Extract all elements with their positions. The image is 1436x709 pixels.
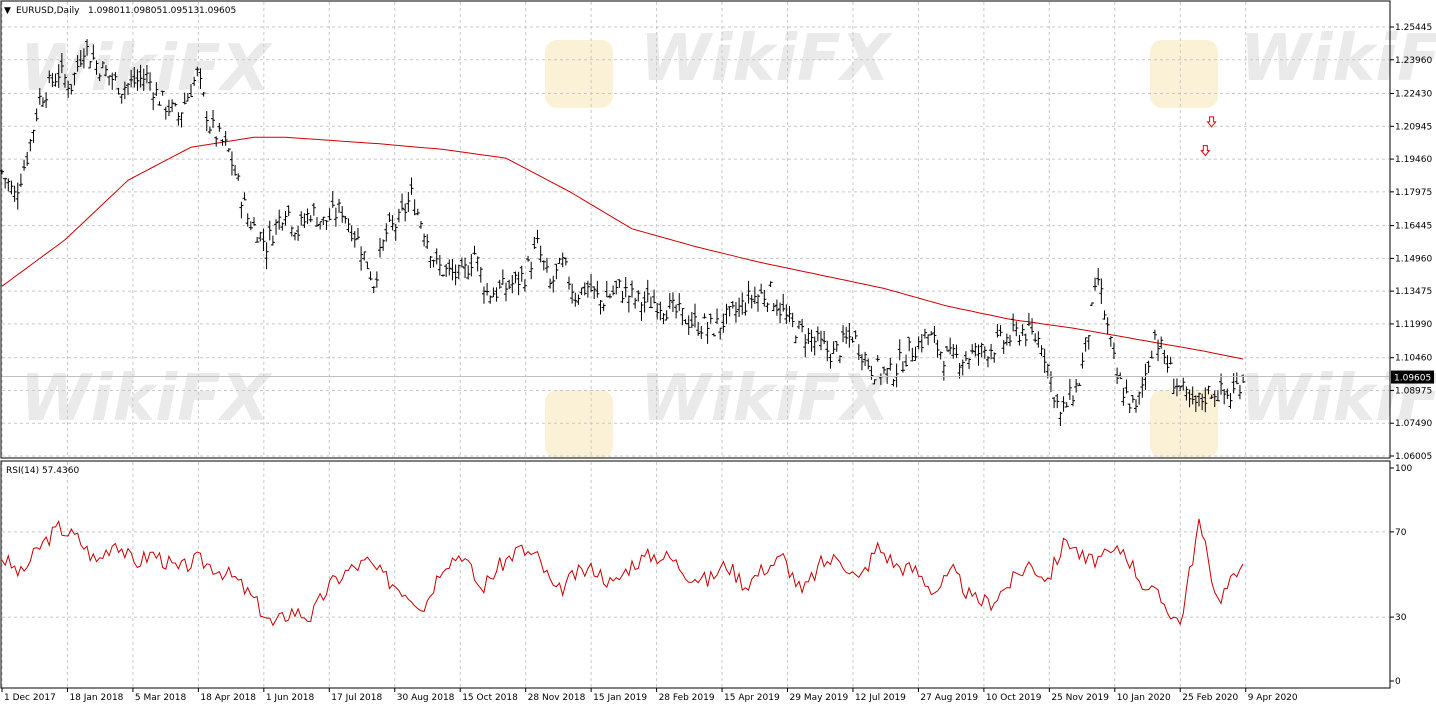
price-tick-label: 1.17975 [1395, 188, 1432, 198]
rsi-title: RSI(14) 57.4360 [6, 466, 79, 476]
price-tick-label: 1.07490 [1395, 419, 1432, 429]
price-bars [0, 39, 1246, 427]
time-tick-label: 10 Oct 2019 [986, 693, 1042, 703]
time-tick-label: 12 Jul 2019 [855, 693, 906, 703]
rsi-tick-label: 0 [1395, 677, 1401, 687]
time-tick-label: 1 Jun 2018 [266, 693, 315, 703]
time-tick-label: 10 Jan 2020 [1117, 693, 1171, 703]
time-tick-label: 18 Apr 2018 [200, 693, 256, 703]
price-axis-labels: 1.25445 1.23960 1.22430 1.20945 1.19460 1.179… [1390, 23, 1432, 462]
down-arrow-icon [1200, 145, 1211, 157]
price-tick-label: 1.19460 [1395, 155, 1432, 165]
price-tick-label: 1.20945 [1395, 122, 1432, 132]
time-tick-label: 28 Nov 2018 [528, 693, 586, 703]
rsi-line [1, 518, 1244, 627]
time-tick-label: 30 Aug 2018 [397, 693, 455, 703]
price-tick-label: 1.08975 [1395, 386, 1432, 396]
time-tick-label: 1 Dec 2017 [4, 693, 56, 703]
watermark-logo [545, 390, 613, 458]
time-tick-label: 25 Feb 2020 [1182, 693, 1238, 703]
signal-arrows [1200, 116, 1217, 157]
time-tick-label: 29 May 2019 [790, 693, 849, 703]
price-tick-label: 1.25445 [1395, 23, 1432, 33]
watermark-logo [1150, 40, 1218, 108]
moving-average-line [1, 136, 1244, 360]
price-panel-frame [0, 0, 1391, 459]
price-tick-label: 1.11990 [1395, 320, 1432, 330]
current-price-label: 1.09605 [1394, 374, 1431, 384]
watermark-layer: WikiFXWikiFXWikiFXWikiFXWikiFXWikiFX [20, 22, 1436, 458]
rsi-axis-labels: 100 70 30 0 [1390, 464, 1412, 687]
rsi-grid [1, 462, 1389, 687]
time-tick-label: 18 Jan 2018 [69, 693, 123, 703]
rsi-tick-label: 70 [1395, 528, 1407, 538]
time-tick-label: 27 Aug 2019 [920, 693, 978, 703]
time-tick-label: 28 Feb 2019 [659, 693, 715, 703]
price-tick-label: 1.23960 [1395, 56, 1432, 66]
price-tick-label: 1.22430 [1395, 90, 1432, 100]
price-grid [1, 2, 1389, 457]
watermark-text: WikiFX [1240, 22, 1436, 96]
time-tick-label: 25 Nov 2019 [1051, 693, 1109, 703]
watermark-logo [545, 40, 613, 108]
symbol-title: EURUSD,Daily [16, 6, 80, 16]
rsi-tick-label: 100 [1395, 464, 1412, 474]
watermark-logo [1150, 390, 1218, 458]
watermark-text: WikiFX [640, 22, 893, 96]
rsi-panel-frame [0, 460, 1391, 689]
time-tick-label: 15 Jan 2019 [593, 693, 647, 703]
price-tick-label: 1.16445 [1395, 222, 1432, 232]
price-tick-label: 1.06005 [1395, 452, 1432, 462]
rsi-tick-label: 30 [1395, 613, 1407, 623]
time-tick-label: 15 Apr 2019 [724, 693, 780, 703]
time-tick-label: 5 Mar 2018 [135, 693, 187, 703]
ohlc-close: 1.09605 [199, 6, 236, 16]
price-header-triangle: ▼ [4, 6, 11, 16]
price-tick-label: 1.10460 [1395, 354, 1432, 364]
watermark-text: WikiFX [20, 32, 273, 106]
time-tick-label: 17 Jul 2018 [331, 693, 382, 703]
down-arrow-icon [1206, 116, 1217, 128]
price-tick-label: 1.14960 [1395, 254, 1432, 264]
time-tick-label: 15 Oct 2018 [462, 693, 518, 703]
time-tick-label: 9 Apr 2020 [1248, 693, 1298, 703]
ohlc-low: 1.09513 [162, 6, 199, 16]
time-axis-labels: 1 Dec 2017 18 Jan 2018 5 Mar 2018 18 Apr 20… [1, 688, 1298, 703]
watermark-text: WikiFX [20, 362, 273, 436]
current-price-tag: 1.09605 [1391, 370, 1434, 384]
ohlc-high: 1.09805 [125, 6, 162, 16]
ohlc-open: 1.09801 [88, 6, 125, 16]
watermark-text: WikiFX [640, 362, 893, 436]
price-tick-label: 1.13475 [1395, 287, 1432, 297]
